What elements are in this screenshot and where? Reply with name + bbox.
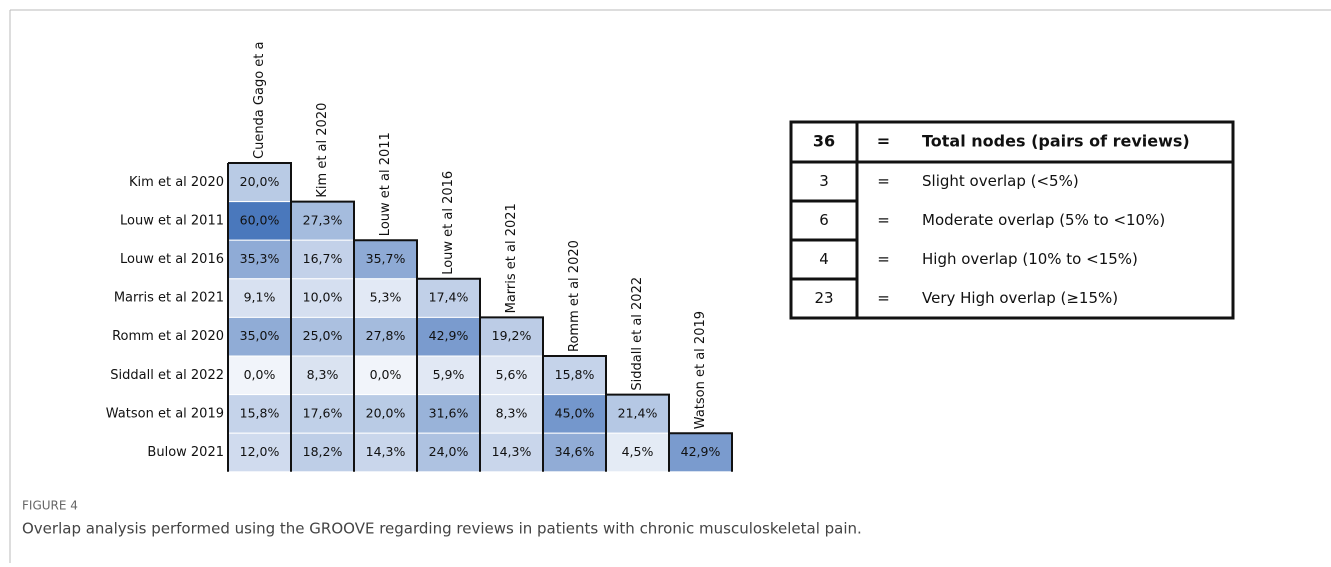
cell (290, 316, 355, 357)
caption: Overlap analysis performed using the GRO… (22, 520, 862, 538)
cell-value: 4,5% (622, 444, 654, 459)
cell-value: 25,0% (303, 328, 343, 343)
cell (290, 432, 355, 473)
cell-value: 17,4% (429, 290, 469, 305)
legend-description: Very High overlap (≥15%) (922, 289, 1118, 307)
column-label: Louw et al 2016 (441, 171, 456, 275)
legend-description: Moderate overlap (5% to <10%) (922, 211, 1165, 229)
row-label: Louw et al 2011 (120, 213, 224, 228)
cell-value: 17,6% (303, 405, 343, 420)
legend-count: 36 (813, 132, 835, 151)
cell-value: 35,7% (366, 251, 406, 266)
cell-value: 27,3% (303, 212, 343, 227)
cell (479, 316, 544, 357)
row-label: Bulow 2021 (147, 445, 224, 460)
cell-value: 18,2% (303, 444, 343, 459)
cell-value: 24,0% (429, 444, 469, 459)
column-label: Marris et al 2021 (504, 203, 519, 313)
cell-value: 12,0% (240, 444, 280, 459)
column-label: Cuenda Gago et a (252, 42, 267, 159)
cell (227, 316, 292, 357)
cell-value: 10,0% (303, 290, 343, 305)
cell-value: 34,6% (555, 444, 595, 459)
cell-value: 31,6% (429, 405, 469, 420)
cell (416, 432, 481, 473)
column-label: Watson et al 2019 (693, 311, 708, 429)
column-label: Louw et al 2011 (378, 132, 393, 236)
cell-value: 16,7% (303, 251, 343, 266)
legend-equals: = (877, 211, 890, 229)
cell-value: 42,9% (681, 444, 721, 459)
staircase-border (291, 200, 355, 472)
staircase-border (228, 162, 292, 472)
cell (227, 201, 292, 241)
legend-equals: = (877, 172, 890, 190)
legend-description: Total nodes (pairs of reviews) (922, 132, 1190, 151)
cell-value: 14,3% (366, 444, 406, 459)
column-label: Romm et al 2020 (567, 240, 582, 352)
cell-value: 20,0% (240, 174, 280, 189)
legend-frame (789, 120, 1235, 320)
cell-value: 8,3% (307, 367, 339, 382)
cell-value: 42,9% (429, 328, 469, 343)
legend-description: High overlap (10% to <15%) (922, 250, 1138, 268)
legend-equals: = (877, 132, 890, 151)
staircase-border (480, 316, 544, 472)
cell-value: 0,0% (370, 367, 402, 382)
cell-value: 60,0% (240, 212, 280, 227)
cell (542, 394, 607, 434)
legend-count: 3 (819, 172, 829, 190)
cell (416, 316, 481, 357)
caption-label: FIGURE 4 (22, 499, 78, 513)
cell-value: 15,8% (240, 405, 280, 420)
row-label: Kim et al 2020 (129, 175, 224, 190)
cell-value: 35,0% (240, 328, 280, 343)
cell (353, 432, 418, 473)
column-label: Siddall et al 2022 (630, 277, 645, 391)
legend-equals: = (877, 289, 890, 307)
row-label: Watson et al 2019 (106, 406, 224, 421)
cell-value: 20,0% (366, 405, 406, 420)
row-label: Louw et al 2016 (120, 252, 224, 267)
cell-value: 5,6% (496, 367, 528, 382)
cell-value: 5,9% (433, 367, 465, 382)
cell (227, 278, 292, 318)
cell (227, 394, 292, 434)
row-label: Siddall et al 2022 (110, 368, 224, 383)
cell (353, 394, 418, 434)
cell (479, 432, 544, 473)
cell (353, 355, 418, 396)
cell-value: 9,1% (244, 290, 276, 305)
cell-value: 27,8% (366, 328, 406, 343)
cell-value: 5,3% (370, 290, 402, 305)
staircase-border (354, 239, 418, 472)
cell-value: 14,3% (492, 444, 532, 459)
cell-value: 35,3% (240, 251, 280, 266)
legend-equals: = (877, 250, 890, 268)
legend-count: 23 (814, 289, 833, 307)
cell-value: 15,8% (555, 367, 595, 382)
row-label: Romm et al 2020 (112, 329, 224, 344)
column-label: Kim et al 2020 (315, 103, 330, 198)
staircase-border (669, 432, 733, 472)
cell-value: 19,2% (492, 328, 532, 343)
cell-value: 21,4% (618, 405, 658, 420)
legend-count: 4 (819, 250, 829, 268)
cell-value: 45,0% (555, 405, 595, 420)
staircase-border (543, 355, 607, 472)
staircase-border (417, 277, 481, 472)
row-label: Marris et al 2021 (114, 291, 224, 306)
staircase-border (606, 393, 670, 472)
legend-count: 6 (819, 211, 829, 229)
cell-value: 0,0% (244, 367, 276, 382)
legend-description: Slight overlap (<5%) (922, 172, 1079, 190)
cell (353, 239, 418, 280)
cell-value: 8,3% (496, 405, 528, 420)
